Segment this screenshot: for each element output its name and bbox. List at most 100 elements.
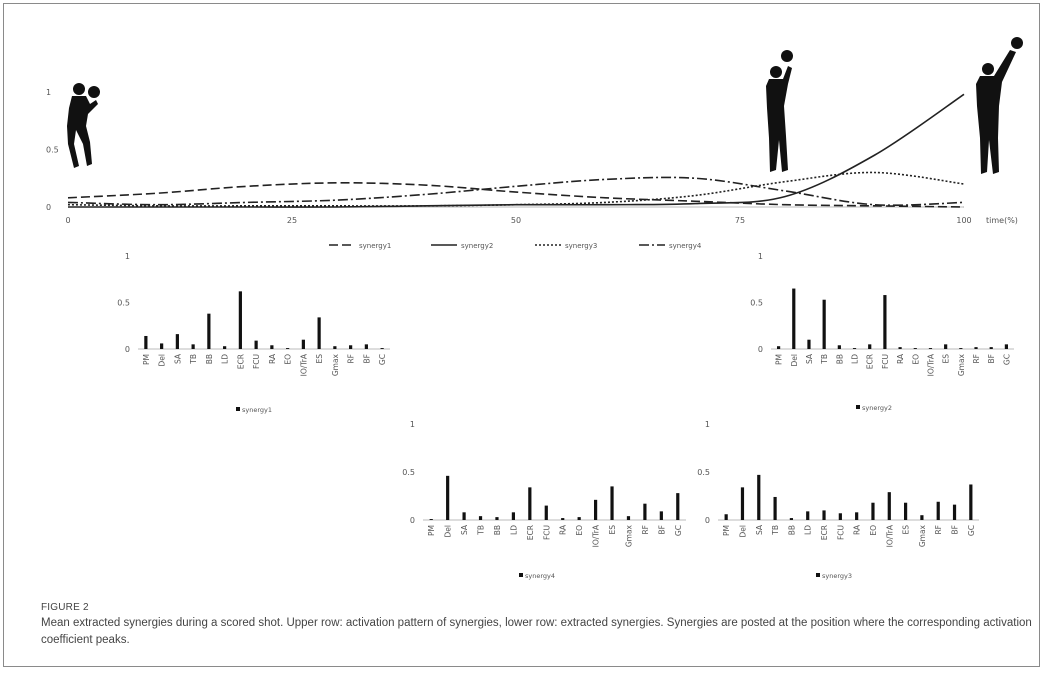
bar [144, 336, 147, 349]
bar [725, 514, 728, 520]
category-label: EO [869, 525, 878, 536]
category-label: PM [142, 354, 151, 365]
figure-caption: FIGURE 2 Mean extracted synergies during… [41, 602, 1041, 649]
bar [610, 486, 613, 520]
category-label: RF [641, 525, 650, 535]
bar [959, 348, 962, 349]
bar [974, 347, 977, 349]
bar [545, 506, 548, 520]
bar [855, 512, 858, 520]
legend-label-synergy3: synergy3 [565, 242, 597, 250]
bar [239, 291, 242, 349]
bar [822, 510, 825, 520]
category-label: Gmax [624, 524, 633, 547]
category-label: LD [851, 354, 860, 364]
category-label: TB [477, 525, 486, 536]
bar [898, 347, 901, 349]
y-tick-label: 1 [758, 252, 763, 261]
bar [883, 295, 886, 349]
category-label: ECR [526, 525, 535, 540]
category-label: SA [173, 353, 182, 364]
bar [333, 346, 336, 349]
category-label: PM [427, 525, 436, 536]
bar [792, 289, 795, 349]
y-tick-label: 0 [705, 516, 710, 525]
x-tick-label: 0 [65, 216, 70, 225]
category-label: BB [493, 525, 502, 535]
bar [741, 487, 744, 520]
category-label: Del [158, 354, 167, 366]
y-tick-label: 0.5 [46, 146, 59, 155]
bar [160, 343, 163, 349]
category-label: BB [835, 354, 844, 364]
category-label: Del [738, 525, 747, 537]
bar [806, 511, 809, 520]
category-label: BB [205, 354, 214, 364]
category-label: ECR [820, 525, 829, 540]
bar [888, 492, 891, 520]
bar [929, 348, 932, 349]
bar [868, 344, 871, 349]
y-tick-label: 0.5 [117, 299, 130, 308]
bar [1005, 344, 1008, 349]
legend-label-synergy2: synergy2 [461, 242, 493, 250]
bar [479, 516, 482, 520]
category-label: ES [902, 525, 911, 535]
category-label: SA [805, 353, 814, 364]
figure-label: FIGURE 2 [41, 602, 1041, 613]
category-label: ES [315, 354, 324, 364]
player-silhouette-start [67, 83, 100, 168]
bar [561, 518, 564, 520]
category-label: RA [896, 353, 905, 364]
y-tick-label: 1 [46, 88, 51, 97]
category-label: IO/TrA [592, 524, 601, 547]
category-label: RA [559, 524, 568, 535]
bar [807, 340, 810, 349]
category-label: EO [575, 525, 584, 536]
category-label: Del [790, 354, 799, 366]
category-label: EO [911, 354, 920, 365]
category-label: RA [853, 524, 862, 535]
bar [990, 347, 993, 349]
bar [302, 340, 305, 349]
bar-chart-synergy4: 00.51PM Del SA TB BB LD ECR FCU RA EO IO/TrA ES Gmax… [402, 420, 686, 580]
category-label: TB [189, 354, 198, 365]
legend-swatch [519, 573, 523, 577]
category-label: RA [268, 353, 277, 364]
category-label: SA [755, 524, 764, 535]
bar [512, 512, 515, 520]
category-label: FCU [836, 525, 845, 540]
bar [904, 503, 907, 520]
bar [871, 503, 874, 520]
bar [920, 515, 923, 520]
category-label: LD [509, 525, 518, 535]
legend-label-synergy1: synergy1 [359, 242, 391, 250]
category-label: SA [460, 524, 469, 535]
category-label: BB [787, 525, 796, 535]
bar [578, 517, 581, 520]
category-label: ECR [236, 354, 245, 369]
player-silhouette-follow-through [976, 37, 1023, 174]
bar [349, 345, 352, 349]
bar-chart-synergy3: 00.51PM Del SA TB BB LD ECR FCU RA EO IO/TrA ES Gmax… [697, 420, 979, 580]
bar [365, 344, 368, 349]
y-tick-label: 0 [410, 516, 415, 525]
y-tick-label: 0 [125, 345, 130, 354]
bar [381, 348, 384, 349]
category-label: Del [444, 525, 453, 537]
category-label: RF [347, 354, 356, 364]
category-label: Gmax [331, 353, 340, 376]
synergy-bar-charts: 0 0.5 1 PM Del SA TB BB LD ECR FCU RA EO IO/TrA ES Gmax… [117, 252, 1014, 580]
category-label: IO/TrA [926, 353, 935, 376]
category-label: PM [775, 354, 784, 365]
activation-line-chart: 0 0.5 1 0 25 50 75 100 time(%) synergy1 synergy2 sy… [46, 88, 1018, 250]
legend-swatch [816, 573, 820, 577]
legend-label: synergy1 [242, 406, 272, 414]
category-label: FCU [542, 525, 551, 540]
category-label: EO [284, 354, 293, 365]
category-label: BF [987, 354, 996, 363]
bar [255, 341, 258, 349]
figure-frame: 0 0.5 1 0 25 50 75 100 time(%) synergy1 synergy2 sy… [3, 3, 1040, 667]
x-tick-label: 50 [511, 216, 521, 225]
bar [676, 493, 679, 520]
